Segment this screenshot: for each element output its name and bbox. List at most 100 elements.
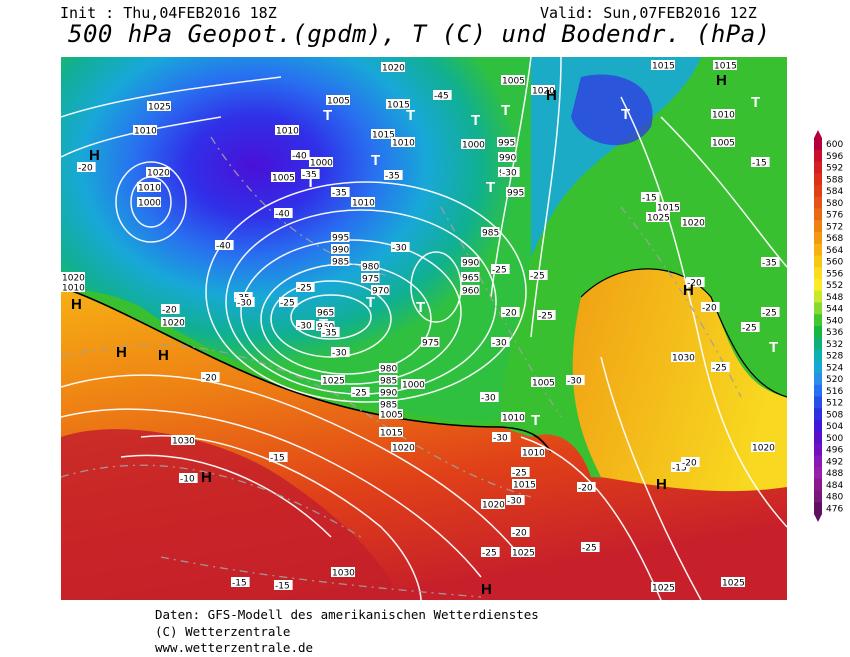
pressure-label: 1020 xyxy=(147,169,170,179)
low-pressure-marker: T xyxy=(371,152,380,169)
temperature-label: -30 xyxy=(507,497,522,507)
pressure-label: 1020 xyxy=(532,87,555,97)
scale-label: 520 xyxy=(826,375,843,385)
high-pressure-marker: H xyxy=(683,282,694,299)
pressure-label: 1005 xyxy=(502,77,525,87)
temperature-label-bg xyxy=(480,392,499,402)
temperature-label-bg xyxy=(491,264,510,274)
temperature-label: -25 xyxy=(297,284,312,294)
temperature-label-bg xyxy=(686,277,705,287)
pressure-label-bg xyxy=(381,62,405,72)
scale-label: 552 xyxy=(826,281,843,291)
pressure-label: 980 xyxy=(380,365,397,375)
pressure-label: 1025 xyxy=(512,549,535,559)
scale-label: 544 xyxy=(826,305,843,315)
temperature-label: -15 xyxy=(752,159,767,169)
pressure-label: 980 xyxy=(362,263,379,273)
color-swatch xyxy=(814,138,822,151)
copyright-line: (C) Wetterzentrale xyxy=(155,624,291,639)
pressure-label-bg xyxy=(481,499,505,509)
temperature-label: -20 xyxy=(702,304,717,314)
pressure-label: 975 xyxy=(362,275,379,285)
pressure-label-bg xyxy=(531,85,555,95)
low-pressure-marker: T xyxy=(323,107,332,124)
pressure-label: 985 xyxy=(380,377,397,387)
temperature-label-bg xyxy=(581,542,600,552)
color-swatch xyxy=(814,502,822,515)
temperature-label-bg xyxy=(761,257,780,267)
high-pressure-marker: H xyxy=(656,476,667,493)
temperature-label: -15 xyxy=(642,194,657,204)
scale-label: 560 xyxy=(826,258,843,268)
color-swatch xyxy=(814,173,822,186)
pressure-label-bg xyxy=(681,217,705,227)
pressure-label: 975 xyxy=(422,339,439,349)
temperature-label: -30 xyxy=(332,349,347,359)
temperature-label: -25 xyxy=(538,312,553,322)
temperature-label: -20 xyxy=(682,459,697,469)
temperature-label: -15 xyxy=(232,579,247,589)
pressure-label-bg xyxy=(461,139,485,149)
pressure-label: 985 xyxy=(332,258,349,268)
scale-label: 556 xyxy=(826,269,843,279)
pressure-label: 1015 xyxy=(387,101,410,111)
color-swatch xyxy=(814,314,822,327)
website-link[interactable]: www.wetterzentrale.de xyxy=(155,640,314,655)
pressure-label-bg xyxy=(501,75,525,85)
temperature-label: -20 xyxy=(202,374,217,384)
pressure-label: 1015 xyxy=(652,62,675,72)
temperature-label-bg xyxy=(501,167,520,177)
pressure-label-bg xyxy=(386,99,410,109)
scale-label: 600 xyxy=(826,140,843,150)
color-swatch xyxy=(814,290,822,303)
scale-label: 480 xyxy=(826,493,843,503)
pressure-label: 1015 xyxy=(513,481,536,491)
low-pressure-marker: T xyxy=(621,106,630,123)
color-swatch xyxy=(814,373,822,386)
valid-time: Valid: Sun,07FEB2016 12Z xyxy=(540,4,757,22)
scale-label: 516 xyxy=(826,387,843,397)
temperature-label: -40 xyxy=(292,152,307,162)
temperature-label-bg xyxy=(296,320,315,330)
pressure-label-bg xyxy=(711,109,735,119)
temperature-label: -30 xyxy=(502,169,517,179)
pressure-label: 1005 xyxy=(327,97,350,107)
pressure-label-bg xyxy=(646,212,670,222)
color-swatch xyxy=(814,443,822,456)
color-swatch xyxy=(814,396,822,409)
warm-core xyxy=(61,429,401,600)
scale-label: 532 xyxy=(826,340,843,350)
temperature-label: -25 xyxy=(492,266,507,276)
pressure-label-bg xyxy=(379,399,398,409)
scale-label: 536 xyxy=(826,328,843,338)
low-pressure-marker: T xyxy=(751,94,760,111)
pressure-label: 990 xyxy=(332,246,349,256)
high-pressure-marker: H xyxy=(546,87,557,104)
pressure-label-bg xyxy=(721,577,745,587)
color-swatch xyxy=(814,455,822,468)
pressure-label-bg xyxy=(498,152,517,162)
color-swatch xyxy=(814,326,822,339)
low-pressure-marker: T xyxy=(366,294,375,311)
color-swatch xyxy=(814,255,822,268)
pressure-label-bg xyxy=(371,285,390,295)
temperature-label-bg xyxy=(279,297,298,307)
scale-label: 528 xyxy=(826,352,843,362)
scale-label: 488 xyxy=(826,469,843,479)
temperature-label: -30 xyxy=(481,394,496,404)
temperature-label-bg xyxy=(274,580,293,590)
temperature-label: -25 xyxy=(582,544,597,554)
temperature-label-bg xyxy=(291,150,310,160)
scale-label: 512 xyxy=(826,399,843,409)
cold-air-region xyxy=(61,57,545,422)
scale-label: 492 xyxy=(826,457,843,467)
temperature-label-bg xyxy=(481,547,500,557)
pressure-label: 965 xyxy=(317,309,334,319)
pressure-label-bg xyxy=(651,60,675,70)
pressure-label-bg xyxy=(316,307,335,317)
temperature-label: -20 xyxy=(512,529,527,539)
scale-label: 564 xyxy=(826,246,843,256)
temperature-label-bg xyxy=(231,577,250,587)
temperature-label: -20 xyxy=(578,484,593,494)
pressure-label: 995 xyxy=(332,234,349,244)
